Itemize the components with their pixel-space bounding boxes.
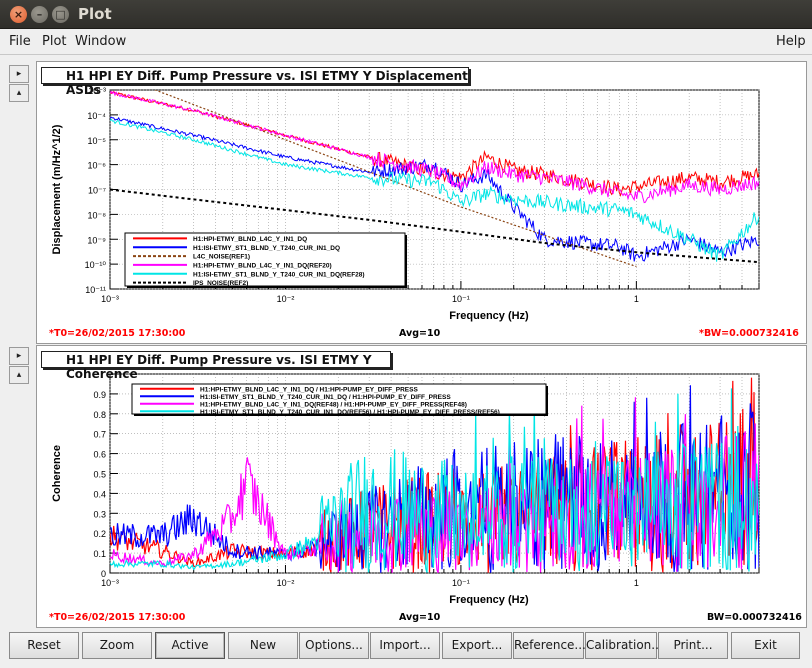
right-arrow-icon: ▸ (16, 69, 22, 79)
y-tick-label: 10⁻⁵ (88, 136, 107, 146)
import-button[interactable]: Import... (370, 632, 440, 659)
y-tick-label: 10⁻³ (88, 86, 106, 96)
legend-label: H1:HPI-ETMY_BLND_L4C_Y_IN1_DQ(REF48) / H… (200, 401, 467, 408)
coherence-plot-canvas: 0.9 0.8 0.7 0.6 0.5 0.4 0.3 0.2 0.1 010⁻³ 10⁻² 10⁻¹… (51, 373, 760, 606)
y-tick-label: 10⁻⁷ (88, 186, 106, 196)
series-group (110, 90, 759, 268)
bottom-toolbar: Reset Zoom Active New Options... Import.… (0, 629, 812, 668)
reference-button[interactable]: Reference... (513, 632, 586, 659)
x-tick-label: 10⁻³ (101, 294, 119, 304)
y-tick-label: 0.7 (93, 430, 106, 440)
menu-file[interactable]: File (9, 34, 31, 49)
y-tick-label: 0.2 (93, 529, 106, 539)
exit-button[interactable]: Exit (731, 632, 800, 659)
minimize-icon: – (36, 8, 43, 21)
y-tick-label: 0.4 (93, 489, 106, 499)
y-tick-label: 0 (101, 569, 106, 579)
plot2-up-button[interactable]: ▴ (9, 366, 29, 384)
x-tick-label: 1 (634, 578, 639, 588)
x-tick-label: 10⁻³ (101, 578, 119, 588)
x-tick-label: 10⁻² (277, 578, 295, 588)
legend-label: H1:ISI-ETMY_ST1_BLND_Y_T240_CUR_IN1_DQ (193, 245, 340, 252)
up-arrow-icon: ▴ (16, 88, 22, 98)
export-button[interactable]: Export... (442, 632, 512, 659)
menu-plot[interactable]: Plot (42, 34, 67, 49)
asd-plot-title: H1 HPI EY Diff. Pump Pressure vs. ISI ET… (41, 67, 469, 97)
asd-t0-status: *T0=26/02/2015 17:30:00 (49, 328, 186, 339)
legend: H1:HPI-ETMY_BLND_L4C_Y_IN1_DQ / H1:HPI-P… (131, 383, 548, 416)
legend-box (124, 232, 406, 287)
y-tick-label: 0.6 (93, 450, 106, 460)
x-tick-label: 10⁻² (277, 294, 295, 304)
series-line-3 (110, 90, 759, 204)
new-button[interactable]: New (228, 632, 298, 659)
menu-window[interactable]: Window (75, 34, 127, 49)
coh-t0-status: *T0=26/02/2015 17:30:00 (49, 612, 186, 623)
zoom-button[interactable]: Zoom (82, 632, 152, 659)
x-axis-label: Frequency (Hz) (449, 594, 529, 606)
options-button[interactable]: Options... (299, 632, 369, 659)
menu-help[interactable]: Help (776, 34, 806, 49)
legend-label: H1:HPI-ETMY_BLND_L4C_Y_IN1_DQ (193, 236, 307, 243)
asd-bw-status: *BW=0.000732416 (699, 328, 799, 339)
y-tick-label: 0.1 (93, 549, 106, 559)
series-group (110, 377, 759, 573)
plot2-next-button[interactable]: ▸ (9, 347, 29, 365)
y-tick-label: 10⁻⁸ (87, 210, 106, 220)
close-icon: × (13, 8, 24, 21)
active-button[interactable]: Active (155, 632, 225, 659)
coh-bw-status: BW=0.000732416 (707, 612, 802, 623)
legend-label: IPS_NOISE(REF2) (193, 280, 248, 287)
series-line-2 (153, 90, 637, 268)
y-tick-label: 0.9 (93, 390, 106, 400)
legend-label: H1:ISI-ETMY_ST1_BLND_Y_T240_CUR_IN1_DQ(R… (200, 409, 500, 416)
legend-label: L4C_NOISE(REF1) (193, 254, 250, 261)
legend-label: H1:HPI-ETMY_BLND_L4C_Y_IN1_DQ / H1:HPI-P… (200, 386, 418, 393)
legend-label: H1:ISI-ETMY_ST1_BLND_Y_T240_CUR_IN1_DQ /… (200, 394, 451, 401)
y-tick-label: 0.8 (93, 410, 106, 420)
up-arrow-icon: ▴ (16, 370, 22, 380)
calibration-button[interactable]: Calibration... (585, 632, 663, 659)
coherence-plot-title: H1 HPI EY Diff. Pump Pressure vs. ISI ET… (41, 351, 391, 381)
maximize-window-button[interactable]: □ (52, 6, 69, 23)
x-axis-label: Frequency (Hz) (449, 310, 529, 322)
window-title: Plot (78, 5, 112, 23)
legend: H1:HPI-ETMY_BLND_L4C_Y_IN1_DQ H1:ISI-ETMY… (124, 232, 407, 288)
maximize-icon: □ (55, 8, 66, 21)
series-line-3 (110, 388, 759, 573)
y-tick-label: 10⁻⁴ (87, 111, 106, 121)
right-arrow-icon: ▸ (16, 351, 22, 361)
y-tick-label: 0.3 (93, 509, 106, 519)
x-tick-label: 10⁻¹ (452, 294, 470, 304)
legend-box (131, 383, 547, 415)
coh-avg-status: Avg=10 (399, 612, 441, 623)
series-line-5 (110, 188, 759, 264)
series-line-2 (110, 397, 759, 573)
plot1-up-button[interactable]: ▴ (9, 84, 29, 102)
series-line-4 (110, 118, 759, 262)
x-tick-label: 1 (634, 294, 639, 304)
plot1-next-button[interactable]: ▸ (9, 65, 29, 83)
y-tick-label: 10⁻⁶ (88, 161, 107, 171)
close-window-button[interactable]: × (10, 6, 27, 23)
y-axis-label: Coherence (51, 445, 63, 502)
reset-button[interactable]: Reset (9, 632, 79, 659)
asd-avg-status: Avg=10 (399, 328, 441, 339)
coherence-plot-pad[interactable]: 0.9 0.8 0.7 0.6 0.5 0.4 0.3 0.2 0.1 0 10⁻³ 10⁻² 10⁻¹… (36, 345, 807, 628)
print-button[interactable]: Print... (658, 632, 728, 659)
x-tick-label: 10⁻¹ (452, 578, 470, 588)
legend-label: H1:HPI-ETMY_BLND_L4C_Y_IN1_DQ(REF20) (193, 262, 332, 269)
menubar: File Plot Window Help (0, 29, 812, 55)
minimize-window-button[interactable]: – (31, 6, 48, 23)
y-tick-label: 0.5 (93, 470, 106, 480)
asd-plot-canvas: 10⁻³10⁻⁴10⁻⁵10⁻⁶10⁻⁷10⁻⁸10⁻⁹10⁻¹⁰10⁻¹¹10… (51, 86, 760, 322)
y-tick-label: 10⁻¹⁰ (85, 260, 107, 270)
legend-label: H1:ISI-ETMY_ST1_BLND_Y_T240_CUR_IN1_DQ(R… (193, 271, 365, 278)
y-axis-label: Displacement (m/Hz^1/2) (51, 124, 63, 254)
y-tick-label: 10⁻¹¹ (85, 285, 106, 295)
asd-plot-pad[interactable]: 10⁻³10⁻⁴10⁻⁵10⁻⁶10⁻⁷10⁻⁸10⁻⁹10⁻¹⁰10⁻¹¹10… (36, 61, 807, 344)
y-tick-label: 10⁻⁹ (87, 235, 106, 245)
window-titlebar: × – □ Plot (0, 0, 812, 29)
